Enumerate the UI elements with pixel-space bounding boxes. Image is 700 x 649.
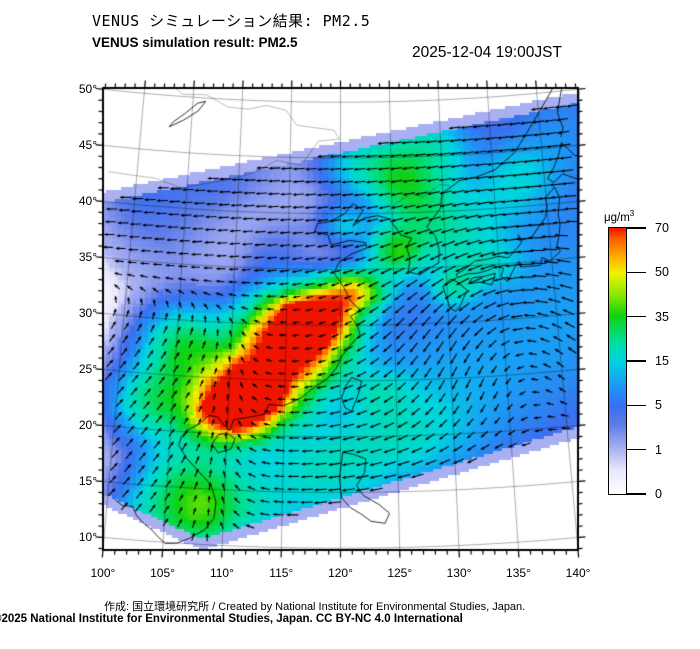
colorbar-unit-exponent: 3: [629, 209, 635, 218]
colorbar-tick-5: [627, 404, 646, 407]
colorbar-tick-1: [627, 448, 646, 451]
colorbar-tick-label-0: 0: [655, 487, 662, 501]
copyright-line: ©2025 National Institute for Environment…: [0, 613, 463, 625]
colorbar-tick-35: [627, 315, 646, 318]
colorbar-tick-0: [627, 493, 646, 495]
lon-tick-label-130: 130°: [446, 566, 472, 580]
lat-tick-label-15: 15°: [78, 474, 97, 489]
page-title-japanese: VENUS シミュレーション結果: PM2.5: [92, 12, 371, 30]
colorbar-tick-label-15: 15: [655, 354, 669, 368]
colorbar-unit-base: μg/m: [604, 211, 630, 224]
lat-tick-label-20: 20°: [78, 418, 97, 433]
lat-tick-label-25: 25°: [78, 362, 97, 377]
lon-tick-label-140: 140°: [565, 566, 591, 580]
lon-tick-label-110: 110°: [209, 566, 234, 580]
lon-tick-label-120: 120°: [328, 566, 353, 580]
colorbar-tick-label-70: 70: [655, 221, 669, 235]
colorbar-tick-label-50: 50: [655, 265, 669, 280]
colorbar-tick-50: [627, 271, 646, 274]
lon-tick-label-105: 105°: [150, 566, 175, 580]
lat-tick-label-35: 35°: [78, 250, 97, 265]
colorbar-gradient: [609, 228, 626, 494]
colorbar-tick-label-5: 5: [655, 398, 662, 413]
colorbar-tick-15: [627, 360, 646, 362]
lon-tick-label-115: 115°: [269, 566, 294, 580]
colorbar-unit-label: μg/m3: [604, 209, 634, 224]
lat-tick-label-40: 40°: [78, 194, 97, 209]
lon-tick-label-125: 125°: [387, 566, 413, 580]
colorbar-tick-70: [627, 227, 646, 229]
page-title-english: VENUS simulation result: PM2.5: [92, 35, 298, 50]
colorbar-tick-label-1: 1: [655, 442, 662, 457]
colorbar-tick-label-35: 35: [655, 309, 669, 324]
lon-tick-label-135: 135°: [506, 566, 531, 580]
lat-tick-label-30: 30°: [78, 306, 97, 321]
lat-tick-label-10: 10°: [78, 530, 97, 545]
pm25-colorbar: 0 1 5 15 35 50 70: [608, 221, 669, 501]
lat-tick-label-50: 50°: [78, 82, 97, 97]
credit-line: 作成: 国立環境研究所 / Created by National Instit…: [104, 601, 526, 613]
forecast-datetime: 2025-12-04 19:00JST: [412, 44, 562, 61]
lat-tick-label-45: 45°: [78, 138, 97, 153]
lon-tick-label-100: 100°: [90, 566, 116, 580]
